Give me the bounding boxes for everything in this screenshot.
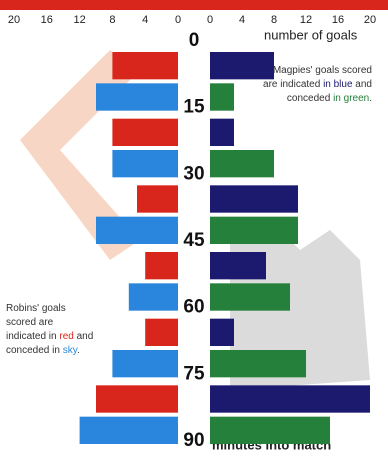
bar: [210, 385, 370, 413]
bar: [96, 216, 178, 244]
x-tick-label: 12: [300, 14, 312, 26]
banner: [0, 0, 388, 10]
annotation: Magpies' goals scored are indicated in b…: [262, 64, 372, 106]
bar: [145, 318, 178, 346]
bar: [128, 283, 178, 311]
bar: [210, 52, 274, 80]
x-tick-label: 8: [109, 14, 115, 26]
x-axis-label: number of goals: [264, 27, 358, 42]
bar: [210, 150, 274, 178]
x-tick-label: 20: [364, 14, 376, 26]
bar: [112, 118, 178, 146]
bar: [112, 52, 178, 80]
x-tick-label: 16: [41, 14, 53, 26]
x-tick-label: 0: [175, 14, 181, 26]
bar: [137, 185, 178, 213]
annotation-part: Magpies' goals scored are indicated: [263, 65, 372, 90]
x-tick-label: 20: [8, 14, 20, 26]
bar: [210, 318, 234, 346]
x-tick-label: 16: [332, 14, 344, 26]
x-tick-label: 0: [207, 14, 213, 26]
bar: [210, 416, 330, 444]
bar: [79, 416, 178, 444]
annotation: Robins' goals scored are indicated in re…: [6, 302, 96, 358]
annotation-part: and conceded: [286, 79, 372, 104]
x-tick-label: 8: [271, 14, 277, 26]
bar: [210, 252, 266, 280]
bar: [96, 385, 178, 413]
bar: [112, 350, 178, 378]
annotation-part: .: [76, 345, 80, 356]
annotation-part: in green: [333, 93, 370, 104]
bar: [96, 83, 178, 111]
y-tick-label: 30: [183, 163, 204, 184]
bar: [145, 252, 178, 280]
bar: [112, 150, 178, 178]
annotation-part: red: [59, 331, 74, 342]
y-tick-label: 15: [183, 97, 205, 118]
annotation-part: .: [369, 93, 372, 104]
x-tick-label: 4: [142, 14, 148, 26]
y-tick-label: 90: [183, 430, 204, 451]
x-tick-label: 4: [239, 14, 245, 26]
annotation-part: in blue: [323, 79, 353, 90]
y-tick-label: 60: [183, 297, 204, 318]
annotation-part: sky: [62, 345, 77, 356]
annotation-part: Robins' goals scored are indicated in: [6, 303, 66, 342]
bar: [210, 83, 234, 111]
y-tick-label: 0: [189, 30, 200, 51]
y-tick-label: 75: [183, 363, 205, 384]
y-tick-label: 45: [183, 230, 205, 251]
bar: [210, 350, 306, 378]
annotation-part: and conceded in: [6, 331, 94, 356]
x-tick-label: 12: [73, 14, 85, 26]
bar: [210, 216, 298, 244]
bar: [210, 118, 234, 146]
bar: [210, 185, 298, 213]
bar: [210, 283, 290, 311]
